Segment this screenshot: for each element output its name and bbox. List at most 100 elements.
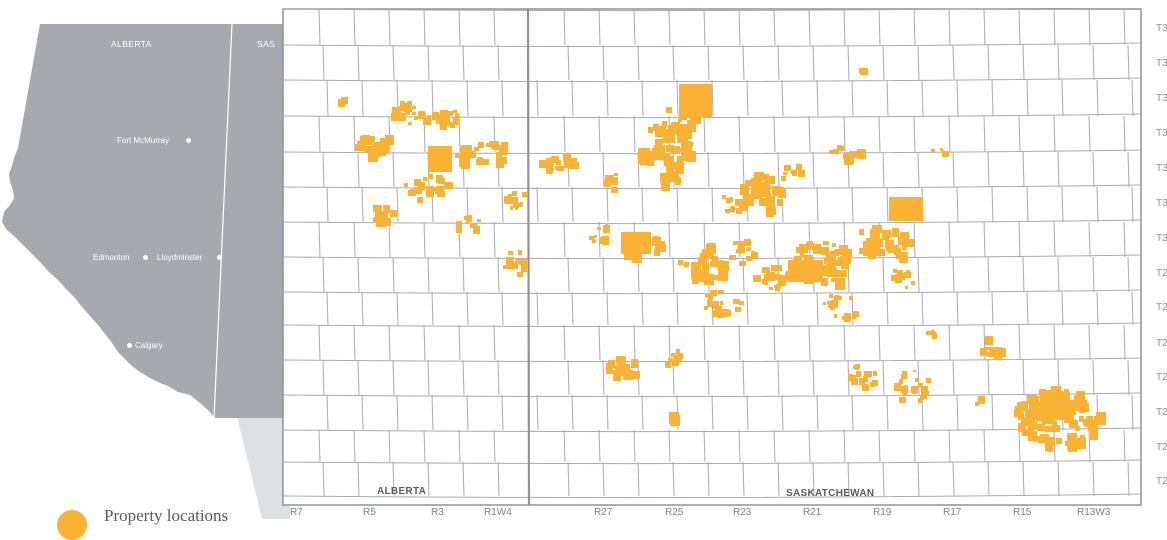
range-column-line	[497, 461, 500, 497]
land-parcel	[834, 260, 841, 266]
range-column-line	[567, 256, 570, 293]
range-column-line	[738, 8, 741, 46]
land-parcel	[614, 173, 618, 176]
land-parcel	[720, 301, 723, 305]
range-column-line	[808, 429, 811, 463]
range-column-line	[427, 256, 430, 293]
land-parcel	[1039, 402, 1049, 411]
land-parcel	[751, 252, 758, 259]
range-column-line	[1057, 256, 1060, 293]
land-parcel	[898, 237, 908, 245]
land-parcel	[1090, 430, 1098, 440]
land-parcel	[679, 111, 687, 120]
land-parcel	[725, 209, 730, 213]
land-parcel	[604, 179, 611, 187]
range-column-line	[1131, 79, 1134, 117]
land-parcel	[373, 205, 382, 212]
range-column-line	[703, 115, 706, 153]
range-column-line	[913, 324, 916, 361]
land-parcel	[888, 247, 895, 253]
range-column-line	[536, 186, 539, 223]
land-parcel	[464, 216, 468, 220]
land-parcel	[841, 263, 849, 269]
range-column-line	[536, 394, 539, 431]
range-column-line	[392, 44, 395, 81]
range-column-line	[571, 186, 574, 223]
land-parcel	[477, 219, 481, 222]
land-parcel	[355, 144, 362, 151]
land-parcel	[678, 260, 683, 265]
range-column-line	[948, 221, 951, 258]
range-column-line	[668, 221, 671, 258]
land-parcel	[423, 177, 427, 181]
land-parcel	[364, 146, 369, 152]
range-column-line	[357, 151, 360, 188]
land-parcel	[1048, 401, 1054, 406]
range-column-line	[633, 8, 636, 46]
land-parcel	[672, 359, 679, 366]
legend-text: Property locations	[104, 506, 229, 525]
land-parcel	[427, 115, 431, 118]
land-parcel	[943, 151, 946, 153]
range-column-line	[1088, 429, 1091, 463]
range-column-line	[738, 115, 741, 153]
land-parcel	[466, 215, 472, 222]
range-column-line	[392, 151, 395, 188]
land-parcel	[832, 243, 836, 247]
land-parcel	[667, 171, 679, 179]
land-parcel	[918, 383, 923, 387]
land-parcel	[778, 189, 786, 198]
land-parcel	[555, 166, 559, 170]
land-parcel	[1052, 423, 1056, 428]
land-parcel	[768, 272, 775, 281]
land-parcel	[481, 159, 489, 165]
land-parcel	[739, 261, 746, 266]
land-parcel	[911, 386, 918, 393]
township-label: T2	[1156, 338, 1167, 349]
range-column-line	[983, 115, 986, 153]
land-parcel	[735, 202, 739, 206]
land-parcel	[617, 357, 626, 367]
land-parcel	[376, 144, 383, 149]
land-parcel	[1042, 417, 1048, 424]
land-parcel	[1036, 412, 1044, 421]
range-column-line	[668, 324, 671, 361]
land-parcel	[774, 274, 781, 280]
range-column-line	[843, 324, 846, 361]
land-parcel	[652, 154, 658, 160]
land-parcel	[767, 205, 773, 209]
range-column-line	[983, 429, 986, 463]
township-row-line	[282, 219, 1142, 225]
range-column-line	[458, 8, 461, 46]
fourth-meridian-line	[526, 8, 531, 506]
range-column-line	[672, 256, 675, 293]
land-holdings-layer	[338, 68, 1106, 452]
land-parcel	[379, 150, 386, 156]
land-parcel	[901, 374, 907, 379]
city-dot-fort-mcmurray	[186, 138, 191, 143]
land-parcel	[632, 371, 640, 379]
land-parcel	[704, 306, 708, 310]
land-parcel	[367, 139, 373, 145]
range-column-line	[987, 151, 990, 188]
township-row-line	[282, 459, 1142, 465]
land-parcel	[385, 135, 394, 145]
range-column-line	[1123, 324, 1126, 361]
land-parcel	[729, 197, 733, 202]
range-column-line	[812, 461, 815, 497]
land-parcel	[1069, 420, 1078, 428]
range-column-line	[536, 291, 539, 326]
land-parcel	[670, 146, 680, 154]
land-parcel	[691, 262, 701, 273]
land-parcel	[521, 265, 527, 272]
range-column-line	[773, 8, 776, 46]
land-parcel	[827, 268, 837, 277]
range-column-line	[956, 186, 959, 223]
land-parcel	[813, 244, 821, 254]
range-column-line	[1123, 115, 1126, 153]
land-parcel	[872, 380, 878, 386]
land-parcel	[738, 246, 745, 253]
range-column-line	[1018, 429, 1021, 463]
land-parcel	[746, 256, 752, 261]
range-column-line	[738, 429, 741, 463]
